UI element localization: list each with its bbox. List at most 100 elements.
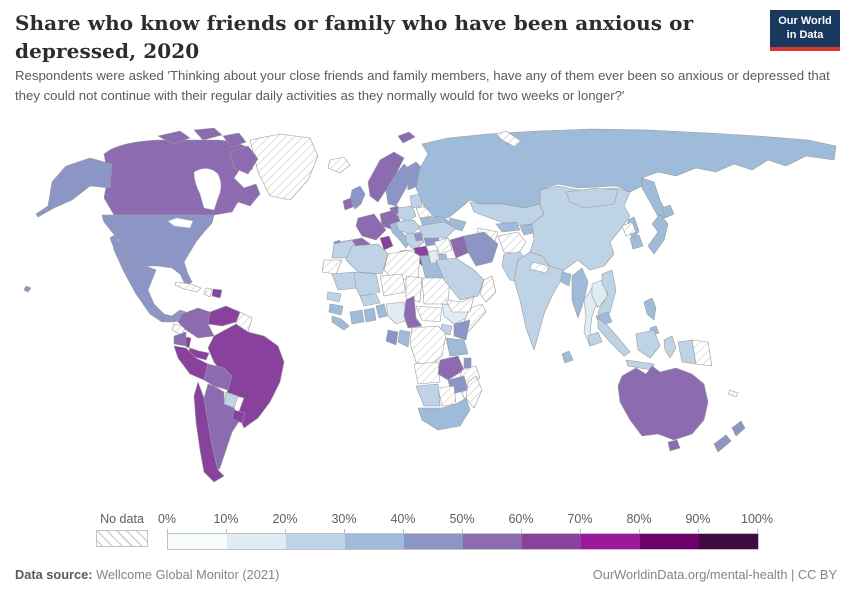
country-ireland[interactable] — [342, 197, 354, 211]
country-western-sahara[interactable] — [321, 259, 343, 275]
country-argentina[interactable] — [203, 383, 241, 471]
country-angola[interactable] — [413, 361, 441, 385]
country-sri-lanka[interactable] — [561, 350, 574, 364]
legend-color-segment[interactable] — [699, 534, 758, 549]
legend-color-segment[interactable] — [404, 534, 463, 549]
country-france[interactable] — [355, 213, 387, 241]
country-north-korea[interactable] — [621, 221, 637, 237]
country-south-korea[interactable] — [629, 234, 644, 250]
legend-color-segment[interactable] — [640, 534, 699, 549]
footer-attribution-link[interactable]: OurWorldinData.org/mental-health | CC BY — [592, 567, 837, 582]
country-south-africa[interactable] — [417, 397, 471, 431]
country-indonesia-sulawesi[interactable] — [663, 335, 677, 359]
country-bangladesh[interactable] — [560, 271, 572, 287]
legend-color-segment[interactable] — [168, 534, 227, 549]
country-japan-hokkaido[interactable] — [661, 204, 675, 219]
country-cuba[interactable] — [174, 281, 202, 293]
world-map[interactable] — [18, 124, 838, 506]
country-dominican-republic[interactable] — [211, 288, 223, 299]
country-baltics[interactable] — [409, 193, 423, 209]
country-canada-baffin[interactable] — [229, 145, 259, 175]
country-venezuela[interactable] — [207, 305, 241, 327]
country-burkina-faso[interactable] — [359, 293, 381, 307]
country-yemen[interactable] — [445, 295, 475, 313]
legend-color-segment[interactable] — [345, 534, 404, 549]
country-tasmania[interactable] — [667, 439, 681, 452]
country-afghanistan[interactable] — [497, 231, 527, 255]
country-svalbard[interactable] — [397, 131, 416, 144]
country-mexico-baja[interactable] — [109, 234, 133, 273]
country-niger[interactable] — [379, 273, 407, 297]
country-zambia[interactable] — [437, 355, 465, 381]
country-uzbekistan[interactable] — [495, 221, 521, 233]
country-papua-new-guinea[interactable] — [691, 339, 713, 367]
country-madagascar[interactable] — [465, 375, 483, 409]
country-philippines[interactable] — [643, 297, 657, 321]
country-turkey[interactable] — [417, 221, 457, 239]
country-ivory-coast[interactable] — [349, 309, 365, 325]
country-central-african-republic[interactable] — [415, 305, 443, 323]
country-botswana[interactable] — [437, 385, 457, 407]
country-central-europe[interactable] — [395, 219, 421, 235]
country-serbia[interactable] — [413, 232, 424, 242]
country-cameroon[interactable] — [403, 295, 423, 329]
country-namibia[interactable] — [415, 383, 441, 407]
country-iceland[interactable] — [327, 156, 351, 174]
legend-color-segment[interactable] — [581, 534, 640, 549]
country-iran[interactable] — [463, 231, 499, 267]
country-new-caledonia[interactable] — [727, 389, 739, 398]
country-chad[interactable] — [405, 275, 423, 303]
country-guinea[interactable] — [328, 303, 344, 316]
country-canada-island[interactable] — [193, 127, 223, 141]
legend-color-segment[interactable] — [227, 534, 286, 549]
country-japan[interactable] — [647, 213, 669, 255]
country-mongolia[interactable] — [565, 187, 619, 209]
country-senegal[interactable] — [326, 291, 342, 303]
country-tunisia[interactable] — [379, 235, 394, 251]
country-uruguay[interactable] — [231, 409, 246, 424]
legend-color-segment[interactable] — [463, 534, 522, 549]
legend-colorbar[interactable] — [167, 533, 759, 550]
country-congo[interactable] — [397, 329, 411, 348]
country-poland[interactable] — [397, 205, 417, 223]
country-new-zealand-north[interactable] — [731, 420, 746, 437]
country-australia[interactable] — [617, 365, 709, 441]
country-sierra-leone-liberia[interactable] — [331, 315, 350, 331]
country-alaska[interactable] — [35, 157, 113, 218]
country-oman[interactable] — [479, 275, 497, 303]
country-russia-kamchatka[interactable] — [641, 177, 669, 221]
country-ecuador[interactable] — [173, 331, 187, 347]
country-greenland[interactable] — [249, 133, 319, 201]
country-tanzania[interactable] — [445, 337, 469, 357]
country-algeria[interactable] — [345, 243, 389, 275]
country-canada-island[interactable] — [222, 132, 247, 148]
country-kenya[interactable] — [453, 319, 471, 341]
legend-color-segment[interactable] — [286, 534, 345, 549]
country-nepal[interactable] — [529, 261, 550, 274]
country-nigeria[interactable] — [385, 301, 409, 325]
country-syria[interactable] — [433, 237, 453, 255]
country-kazakhstan[interactable] — [469, 201, 545, 227]
country-ghana[interactable] — [363, 307, 377, 323]
legend-no-data-swatch[interactable] — [96, 530, 148, 547]
country-novaya-zemlya[interactable] — [495, 130, 522, 148]
country-mali[interactable] — [353, 271, 381, 297]
country-saudi-arabia[interactable] — [435, 257, 485, 301]
country-haiti[interactable] — [203, 287, 213, 298]
country-china[interactable] — [529, 185, 631, 271]
country-hawaii[interactable] — [23, 285, 32, 293]
country-drc[interactable] — [409, 325, 447, 367]
country-indonesia-borneo[interactable] — [635, 329, 661, 359]
country-indonesia-sumatra[interactable] — [597, 317, 631, 357]
country-bolivia[interactable] — [203, 363, 233, 391]
country-canada-island[interactable] — [157, 130, 191, 145]
country-gabon[interactable] — [385, 329, 399, 346]
country-mexico[interactable] — [111, 235, 187, 323]
country-malawi[interactable] — [463, 357, 472, 369]
country-malaysia[interactable] — [587, 331, 603, 347]
country-togo-benin[interactable] — [375, 303, 388, 319]
legend-color-segment[interactable] — [522, 534, 581, 549]
owid-logo[interactable]: Our World in Data — [770, 10, 840, 51]
country-new-zealand-south[interactable] — [713, 434, 732, 453]
legend-no-data[interactable]: No data — [96, 512, 148, 547]
